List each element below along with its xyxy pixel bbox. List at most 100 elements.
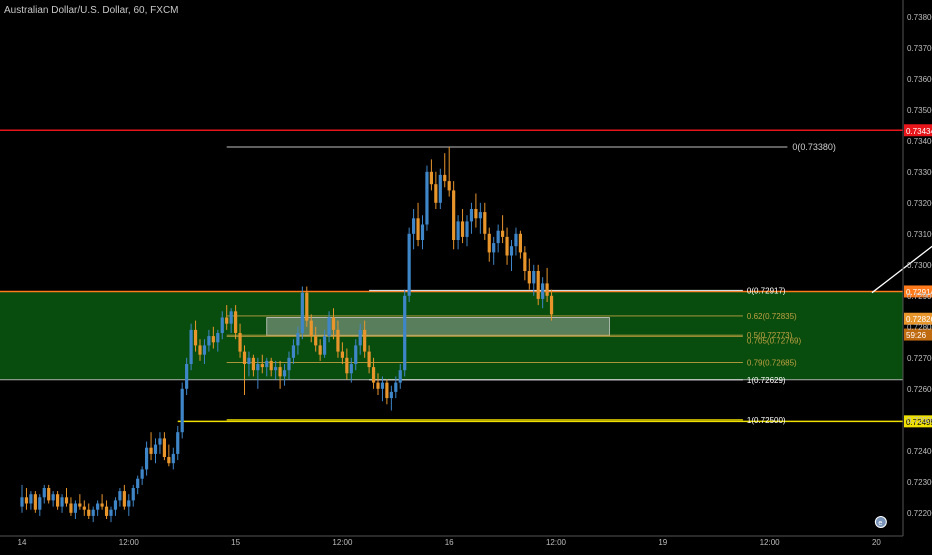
candle-body[interactable]: [91, 509, 95, 516]
candle-body[interactable]: [447, 181, 451, 191]
candle-body[interactable]: [238, 333, 242, 352]
candle-body[interactable]: [549, 295, 554, 315]
candle-body[interactable]: [29, 494, 33, 504]
candle-body[interactable]: [211, 336, 215, 343]
candle-body[interactable]: [20, 497, 24, 507]
candle-body[interactable]: [136, 478, 140, 488]
candle-body[interactable]: [456, 221, 460, 240]
candle-body[interactable]: [336, 329, 340, 352]
candle-body[interactable]: [33, 494, 37, 510]
candle-body[interactable]: [367, 351, 371, 368]
candle-body[interactable]: [145, 447, 149, 470]
candle-body[interactable]: [202, 345, 207, 355]
candle-body[interactable]: [109, 509, 113, 516]
economic-event-icon[interactable]: [874, 516, 887, 528]
candle-body[interactable]: [234, 311, 238, 333]
candle-body[interactable]: [265, 360, 269, 368]
candle-body[interactable]: [434, 184, 438, 203]
candle-body[interactable]: [162, 438, 166, 457]
candle-body[interactable]: [398, 370, 402, 383]
candle-body[interactable]: [189, 329, 193, 364]
candle-body[interactable]: [269, 360, 273, 371]
candle-body[interactable]: [501, 230, 505, 237]
candle-body[interactable]: [354, 345, 358, 364]
candle-body[interactable]: [176, 432, 180, 454]
candle-body[interactable]: [256, 364, 260, 371]
candle-body[interactable]: [318, 345, 322, 355]
candle-body[interactable]: [469, 209, 474, 222]
candle-body[interactable]: [38, 497, 42, 510]
candle-body[interactable]: [207, 336, 211, 346]
candle-body[interactable]: [443, 174, 447, 182]
candle-body[interactable]: [96, 503, 100, 510]
candle-body[interactable]: [505, 236, 509, 256]
candle-body[interactable]: [536, 271, 540, 299]
candle-body[interactable]: [153, 444, 158, 454]
candle-body[interactable]: [429, 171, 433, 185]
candle-body[interactable]: [460, 221, 465, 237]
candle-body[interactable]: [242, 351, 247, 364]
candle-body[interactable]: [465, 221, 469, 237]
candle-body[interactable]: [118, 491, 122, 501]
candle-body[interactable]: [42, 488, 46, 498]
candle-body[interactable]: [340, 351, 344, 358]
candle-body[interactable]: [225, 317, 229, 324]
candle-body[interactable]: [523, 252, 527, 271]
candle-body[interactable]: [492, 243, 496, 253]
candle-body[interactable]: [220, 317, 224, 334]
candle-body[interactable]: [412, 218, 416, 234]
candle-body[interactable]: [309, 320, 313, 337]
candle-body[interactable]: [514, 233, 518, 247]
candle-body[interactable]: [345, 357, 349, 374]
candle-body[interactable]: [216, 333, 220, 343]
candle-body[interactable]: [394, 382, 398, 392]
candle-body[interactable]: [171, 453, 175, 464]
candle-body[interactable]: [416, 218, 420, 240]
candle-body[interactable]: [113, 500, 118, 510]
candle-body[interactable]: [251, 357, 255, 371]
candle-body[interactable]: [193, 329, 198, 346]
candle-body[interactable]: [509, 246, 514, 256]
candle-body[interactable]: [305, 292, 309, 321]
candle-body[interactable]: [69, 503, 73, 513]
candle-body[interactable]: [518, 233, 522, 253]
candle-body[interactable]: [389, 391, 393, 399]
candle-body[interactable]: [60, 497, 64, 507]
candle-body[interactable]: [403, 295, 407, 371]
candle-body[interactable]: [438, 174, 442, 203]
candle-body[interactable]: [541, 283, 545, 299]
candle-body[interactable]: [407, 233, 411, 296]
candle-body[interactable]: [358, 329, 362, 346]
candle-body[interactable]: [229, 311, 233, 324]
candle-body[interactable]: [349, 364, 353, 374]
candle-body[interactable]: [104, 506, 109, 516]
candle-body[interactable]: [452, 190, 456, 240]
candle-body[interactable]: [158, 438, 162, 445]
candle-body[interactable]: [385, 382, 389, 399]
candle-body[interactable]: [140, 469, 144, 479]
candle-body[interactable]: [282, 370, 287, 377]
candle-body[interactable]: [300, 292, 304, 333]
candle-body[interactable]: [78, 503, 82, 507]
candle-body[interactable]: [323, 336, 327, 355]
candle-body[interactable]: [425, 171, 429, 225]
candle-body[interactable]: [287, 357, 291, 371]
candle-body[interactable]: [180, 388, 184, 433]
candle-body[interactable]: [371, 367, 376, 383]
candle-body[interactable]: [363, 329, 367, 352]
candle-body[interactable]: [73, 503, 77, 513]
candle-body[interactable]: [327, 317, 331, 337]
candle-body[interactable]: [260, 364, 264, 368]
candle-body[interactable]: [167, 457, 171, 464]
candle-body[interactable]: [149, 447, 153, 454]
candle-body[interactable]: [100, 503, 104, 507]
candle-body[interactable]: [474, 209, 478, 219]
candle-body[interactable]: [331, 317, 336, 330]
candle-body[interactable]: [527, 271, 531, 284]
candle-body[interactable]: [51, 494, 55, 501]
candle-body[interactable]: [247, 357, 251, 364]
candle-body[interactable]: [296, 333, 300, 346]
candle-body[interactable]: [82, 506, 86, 510]
candle-body[interactable]: [291, 345, 296, 358]
candle-body[interactable]: [478, 212, 482, 219]
